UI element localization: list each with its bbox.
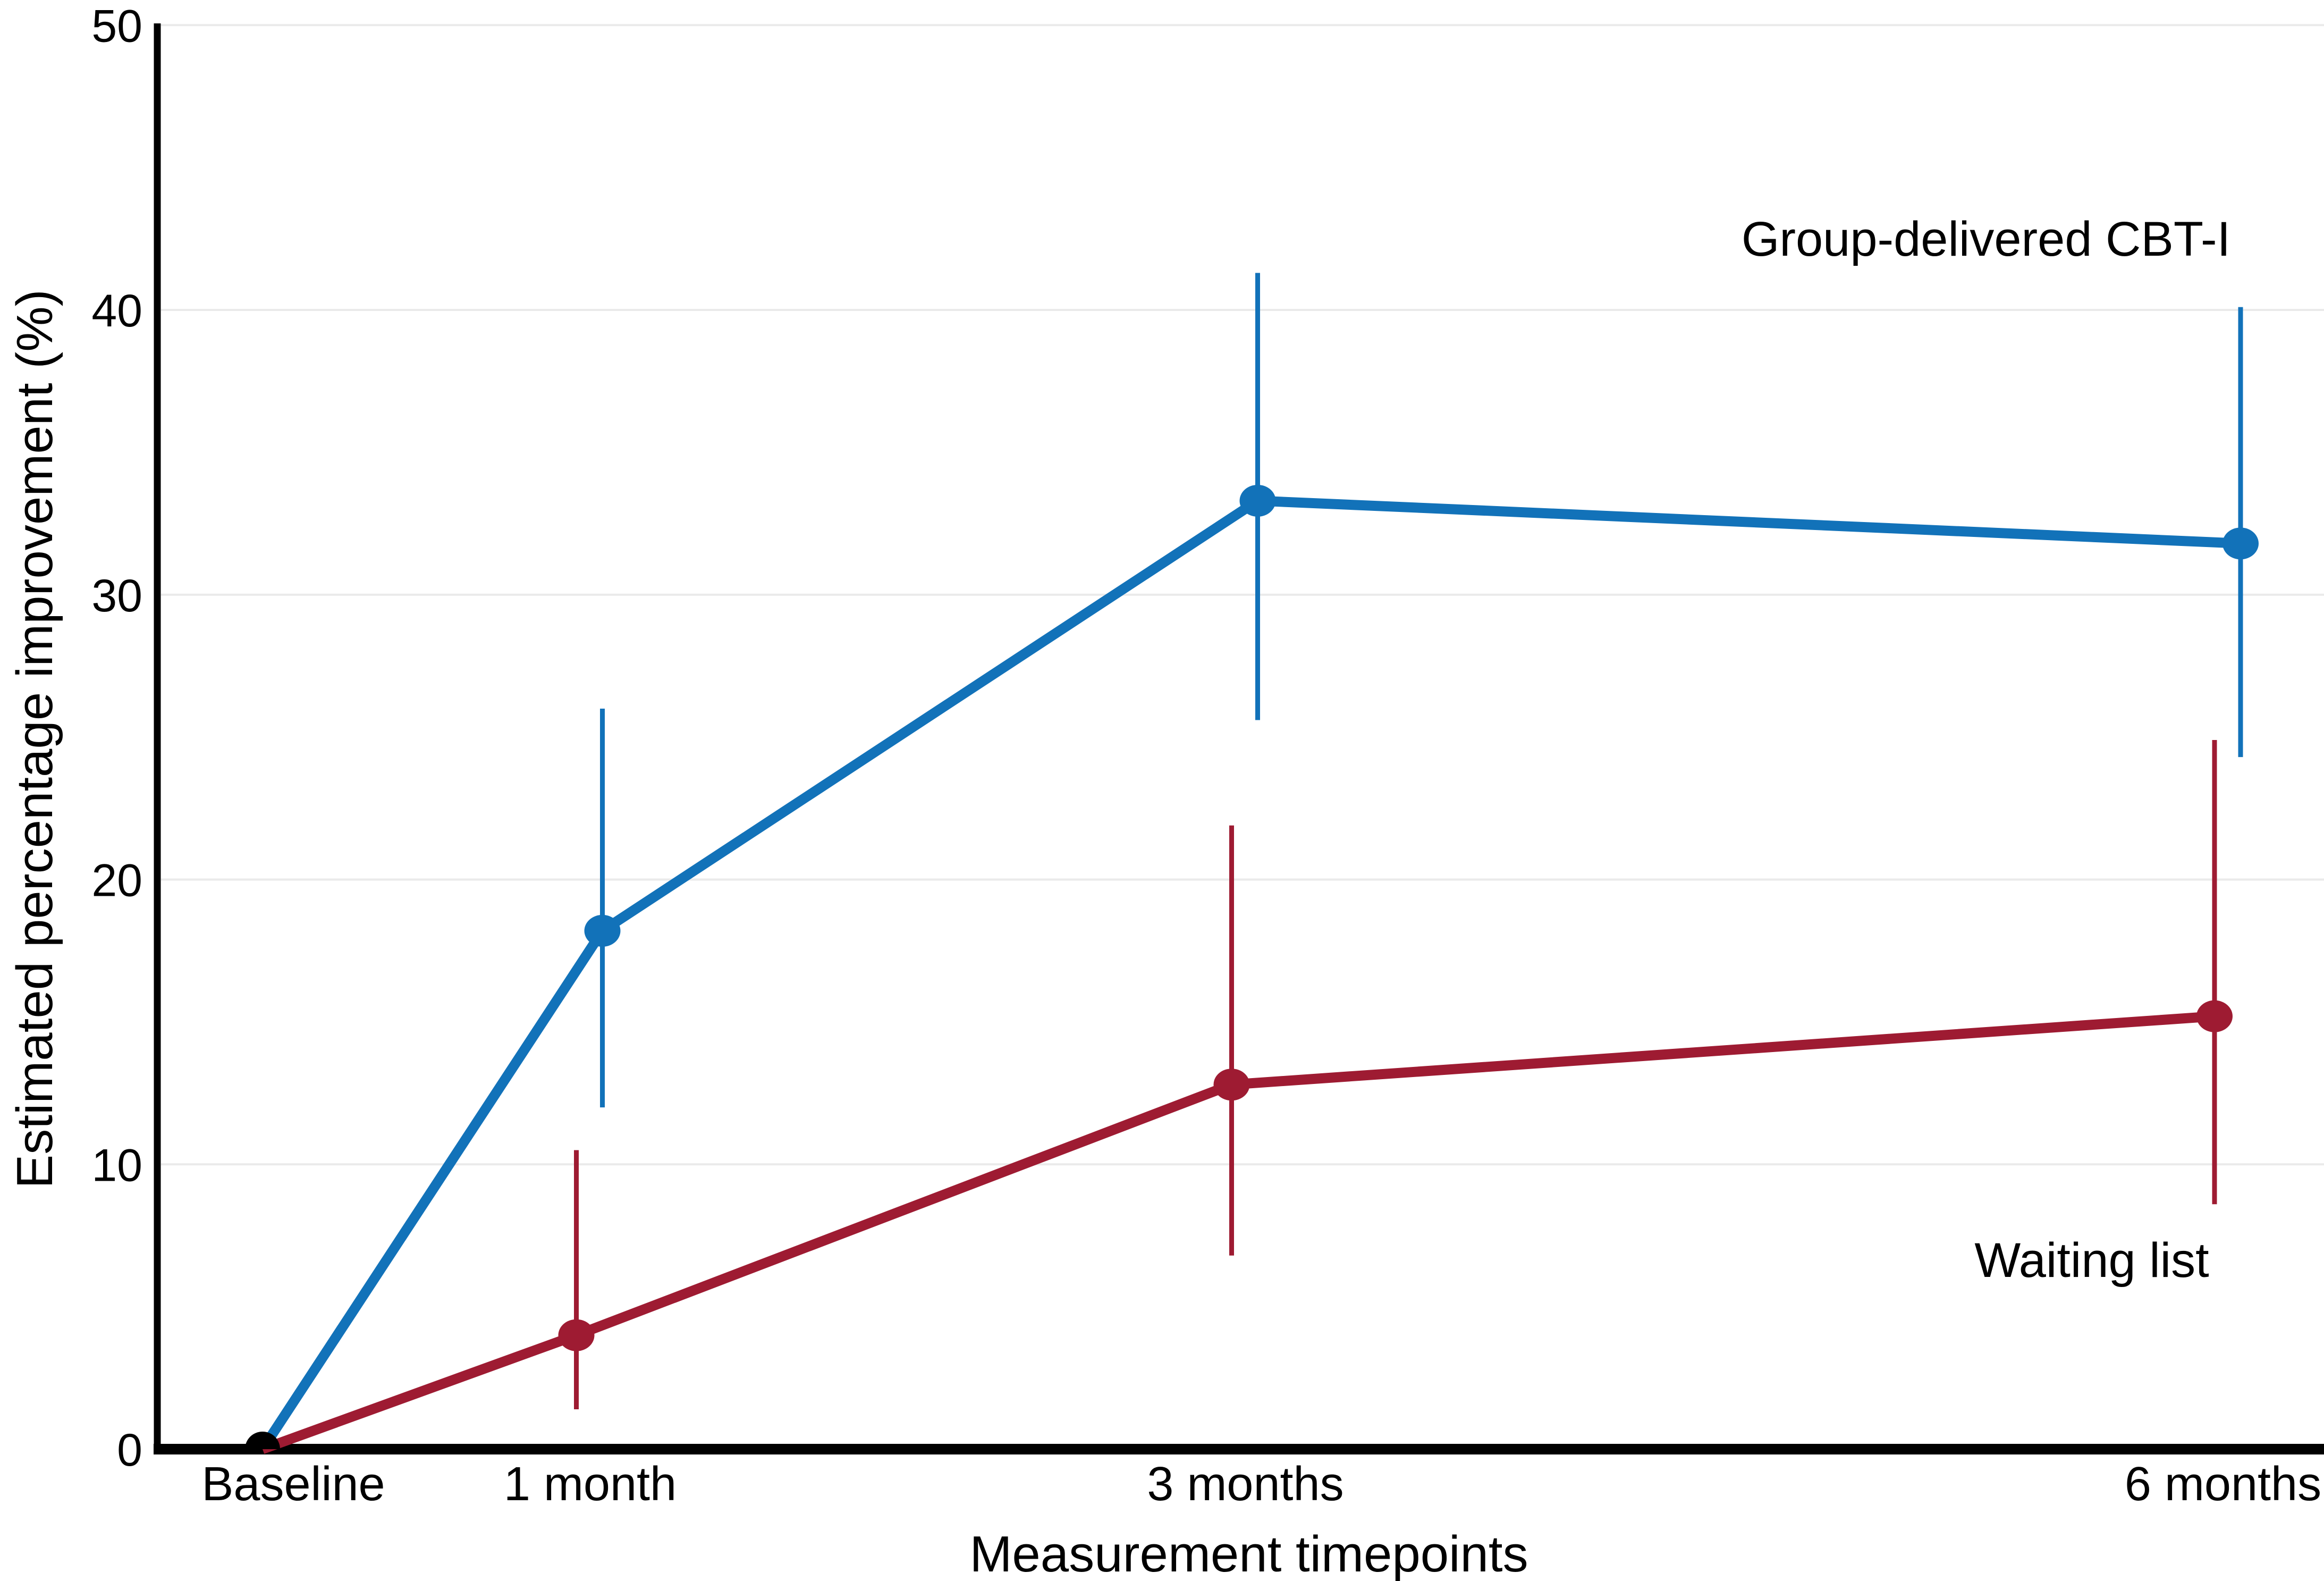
series-layer xyxy=(258,273,2259,1454)
x-tick-label: 6 months xyxy=(2125,1458,2321,1511)
y-tick-label: 40 xyxy=(91,285,142,337)
y-tick-label: 30 xyxy=(91,570,142,621)
x-axis-title: Measurement timepoints xyxy=(969,1526,1528,1581)
series-line xyxy=(258,495,2241,1452)
x-tick-label: 1 month xyxy=(504,1458,677,1511)
y-tick-label: 0 xyxy=(117,1425,142,1476)
x-tick-label: 3 months xyxy=(1147,1458,1343,1511)
y-tick-labels: 0 10 20 30 40 50 xyxy=(91,1,142,1476)
x-tick-labels: Baseline 1 month 3 months 6 months xyxy=(201,1458,2321,1511)
data-point-marker xyxy=(558,1319,595,1351)
series-label-group-delivered-cbt-i: Group-delivered CBT-I xyxy=(1742,212,2230,266)
baseline-marker xyxy=(245,1432,280,1449)
x-tick-label: Baseline xyxy=(201,1458,385,1511)
y-tick-label: 20 xyxy=(91,855,142,906)
y-tick-label: 10 xyxy=(91,1140,142,1191)
data-point-marker xyxy=(584,914,621,947)
y-tick-label: 50 xyxy=(91,1,142,52)
data-point-marker xyxy=(1239,484,1276,517)
y-axis-title: Estimated percentage improvement (%) xyxy=(6,289,63,1188)
series-cbt-i xyxy=(258,273,2259,1452)
gridlines xyxy=(161,24,2324,1166)
series-label-waiting-list: Waiting list xyxy=(1974,1233,2209,1288)
data-point-marker xyxy=(1213,1069,1250,1101)
data-point-marker xyxy=(2196,1000,2233,1032)
series-line xyxy=(260,1011,2215,1454)
series-waiting-list xyxy=(260,739,2233,1454)
data-point-marker xyxy=(2222,527,2259,560)
